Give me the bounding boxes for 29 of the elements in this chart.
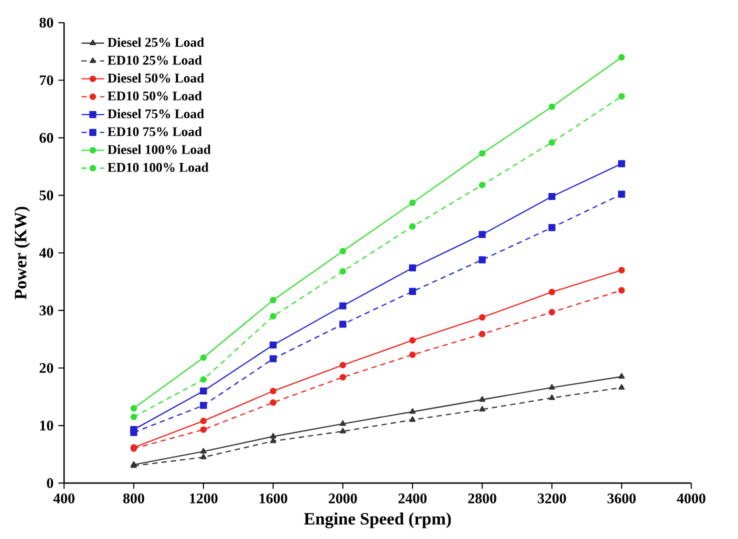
- x-tick-label: 2400: [398, 493, 427, 504]
- y-tick-label: 50: [40, 190, 54, 200]
- y-tick-label: 0: [46, 478, 54, 488]
- x-tick-label: 2800: [468, 493, 496, 504]
- legend-label: Diesel 75% Load: [108, 108, 204, 118]
- y-tick-label: 70: [40, 75, 54, 86]
- y-tick-label: 10: [40, 420, 54, 430]
- y-tick-label: 60: [40, 132, 54, 143]
- legend-label: Diesel 100% Load: [108, 144, 211, 154]
- x-tick-label: 800: [123, 493, 144, 504]
- x-tick-label: 400: [53, 493, 74, 504]
- x-tick-label: 3600: [608, 493, 636, 504]
- x-tick-label: 3200: [538, 493, 566, 504]
- x-tick-label: 4000: [676, 493, 706, 504]
- y-tick-label: 30: [40, 305, 54, 316]
- x-tick-label: 1600: [260, 493, 288, 504]
- x-axis-title: Engine Speed (rpm): [304, 512, 451, 528]
- x-tick-label: 2000: [328, 493, 357, 504]
- legend-label: ED10 50% Load: [108, 91, 202, 100]
- legend-label: Diesel 25% Load: [108, 37, 204, 47]
- legend-label: ED10 75% Load: [108, 126, 202, 136]
- y-tick-label: 20: [40, 363, 54, 373]
- legend-label: Diesel 50% Load: [108, 73, 204, 83]
- y-tick-label: 80: [40, 18, 54, 28]
- legend-label: ED10 25% Load: [108, 55, 202, 65]
- legend-label: ED10 100% Load: [108, 162, 208, 172]
- y-axis-title: Power (KW): [14, 206, 30, 300]
- y-tick-label: 40: [39, 248, 54, 258]
- x-tick-label: 1200: [190, 493, 218, 504]
